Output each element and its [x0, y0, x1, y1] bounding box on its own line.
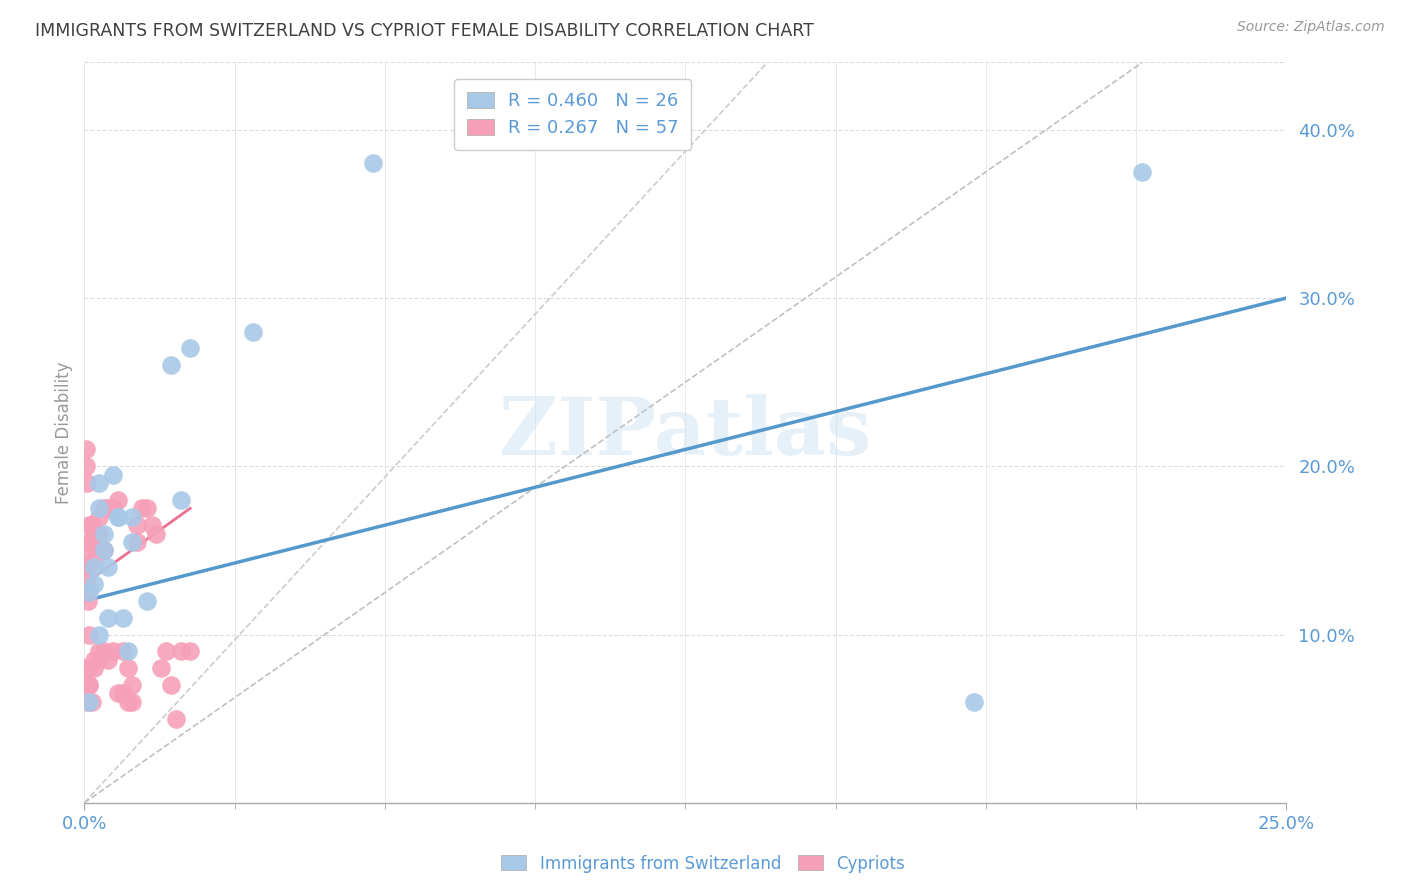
Point	[111, 686, 134, 700]
Point	[76, 577, 98, 591]
Point	[97, 501, 120, 516]
Point	[165, 712, 187, 726]
Point	[117, 661, 139, 675]
Point	[83, 661, 105, 675]
Point	[83, 560, 105, 574]
Point	[103, 467, 125, 482]
Point	[87, 644, 110, 658]
Point	[160, 678, 183, 692]
Point	[75, 678, 97, 692]
Legend: Immigrants from Switzerland, Cypriots: Immigrants from Switzerland, Cypriots	[495, 848, 911, 880]
Point	[145, 526, 167, 541]
Y-axis label: Female Disability: Female Disability	[55, 361, 73, 504]
Text: Source: ZipAtlas.com: Source: ZipAtlas.com	[1237, 20, 1385, 34]
Point	[141, 518, 163, 533]
Point	[135, 501, 157, 516]
Point	[75, 459, 97, 474]
Point	[83, 535, 105, 549]
Point	[361, 156, 384, 170]
Point	[87, 526, 110, 541]
Point	[97, 560, 120, 574]
Point	[77, 678, 100, 692]
Point	[83, 577, 105, 591]
Legend: R = 0.460   N = 26, R = 0.267   N = 57: R = 0.460 N = 26, R = 0.267 N = 57	[454, 78, 692, 150]
Point	[83, 551, 105, 566]
Point	[76, 678, 98, 692]
Point	[121, 678, 143, 692]
Point	[179, 342, 201, 356]
Point	[107, 492, 129, 507]
Point	[76, 560, 98, 574]
Point	[77, 661, 100, 675]
Point	[107, 509, 129, 524]
Point	[80, 535, 103, 549]
Point	[155, 644, 177, 658]
Text: ZIPatlas: ZIPatlas	[499, 393, 872, 472]
Point	[77, 627, 100, 641]
Point	[117, 644, 139, 658]
Point	[77, 594, 100, 608]
Point	[127, 535, 149, 549]
Point	[97, 653, 120, 667]
Point	[87, 653, 110, 667]
Point	[80, 695, 103, 709]
Text: IMMIGRANTS FROM SWITZERLAND VS CYPRIOT FEMALE DISABILITY CORRELATION CHART: IMMIGRANTS FROM SWITZERLAND VS CYPRIOT F…	[35, 22, 814, 40]
Point	[75, 560, 97, 574]
Point	[131, 501, 153, 516]
Point	[107, 509, 129, 524]
Point	[76, 695, 98, 709]
Point	[135, 594, 157, 608]
Point	[111, 644, 134, 658]
Point	[127, 518, 149, 533]
Point	[83, 653, 105, 667]
Point	[242, 325, 264, 339]
Point	[117, 695, 139, 709]
Point	[121, 509, 143, 524]
Point	[87, 509, 110, 524]
Point	[1130, 165, 1153, 179]
Point	[111, 611, 134, 625]
Point	[103, 501, 125, 516]
Point	[963, 695, 986, 709]
Point	[121, 695, 143, 709]
Point	[93, 543, 115, 558]
Point	[169, 492, 191, 507]
Point	[77, 535, 100, 549]
Point	[80, 518, 103, 533]
Point	[77, 518, 100, 533]
Point	[150, 661, 173, 675]
Point	[87, 476, 110, 491]
Point	[77, 678, 100, 692]
Point	[107, 686, 129, 700]
Point	[77, 585, 100, 599]
Point	[121, 535, 143, 549]
Point	[76, 543, 98, 558]
Point	[93, 543, 115, 558]
Point	[83, 526, 105, 541]
Point	[103, 644, 125, 658]
Point	[87, 501, 110, 516]
Point	[75, 442, 97, 457]
Point	[75, 661, 97, 675]
Point	[76, 476, 98, 491]
Point	[93, 526, 115, 541]
Point	[77, 695, 100, 709]
Point	[93, 644, 115, 658]
Point	[169, 644, 191, 658]
Point	[93, 501, 115, 516]
Point	[160, 359, 183, 373]
Point	[179, 644, 201, 658]
Point	[87, 627, 110, 641]
Point	[97, 611, 120, 625]
